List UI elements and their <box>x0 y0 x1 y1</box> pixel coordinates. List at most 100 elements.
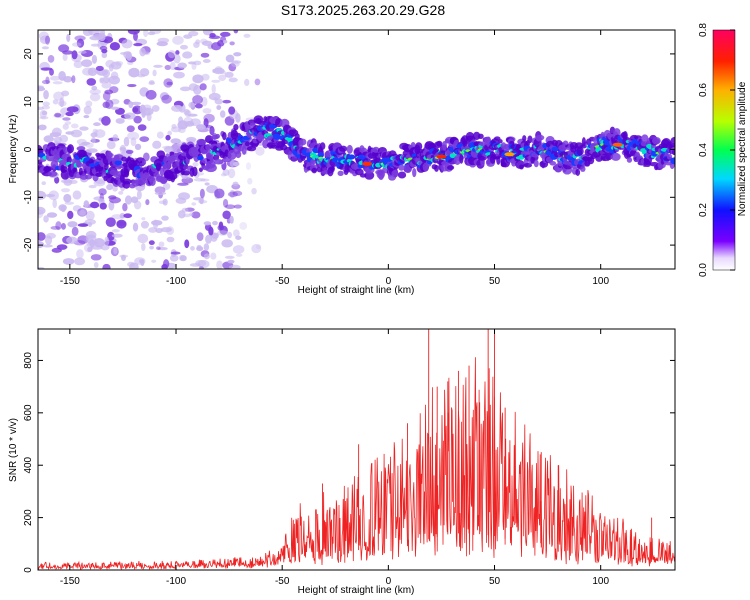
noise-speckle <box>161 94 172 104</box>
ridge-blob <box>235 150 242 159</box>
noise-speckle <box>93 122 101 127</box>
x-tick-label: 100 <box>592 276 609 287</box>
noise-speckle <box>224 255 235 259</box>
ridge-blob <box>496 155 501 165</box>
noise-speckle <box>208 92 221 101</box>
ridge-blob <box>121 156 127 162</box>
noise-speckle <box>85 100 93 108</box>
snr-x-ticks: -150 -100 -50 0 50 100 <box>60 329 609 587</box>
noise-speckle <box>211 232 219 239</box>
ridge-blob <box>670 136 675 145</box>
noise-speckle <box>235 235 242 240</box>
ridge-blob <box>613 128 621 137</box>
noise-speckle <box>42 244 53 248</box>
ridge-blob <box>493 136 501 141</box>
ridge-blob <box>66 156 73 164</box>
noise-speckle <box>232 161 240 167</box>
noise-speckle <box>110 106 120 110</box>
noise-speckle <box>149 30 162 35</box>
ridge-blob <box>522 135 527 142</box>
noise-speckle <box>191 211 201 219</box>
noise-speckle <box>38 106 45 111</box>
noise-speckle <box>255 146 265 156</box>
noise-speckle <box>38 206 46 215</box>
colorbar-tick-label: 0.6 <box>698 83 709 97</box>
noise-speckle <box>152 69 157 77</box>
noise-speckle <box>101 116 111 126</box>
ridge-blob <box>575 168 581 176</box>
noise-speckle <box>163 146 174 153</box>
noise-speckle <box>145 89 157 100</box>
noise-speckle <box>85 210 95 221</box>
noise-speckle <box>254 78 261 86</box>
ridge-blob <box>549 160 557 166</box>
noise-speckle <box>90 43 101 47</box>
noise-speckle <box>78 50 87 54</box>
noise-speckle <box>160 227 172 233</box>
noise-speckle <box>110 61 122 70</box>
noise-speckle <box>173 54 181 64</box>
noise-speckle <box>188 101 195 109</box>
noise-speckle <box>101 48 108 54</box>
noise-speckle <box>143 30 149 38</box>
noise-speckle <box>191 202 197 206</box>
noise-speckle <box>143 104 152 111</box>
noise-speckle <box>175 50 180 55</box>
noise-speckle <box>79 209 86 216</box>
ridge-blob <box>233 123 239 131</box>
noise-speckle <box>186 136 197 143</box>
noise-speckle <box>189 212 194 217</box>
ridge-blob <box>330 166 335 172</box>
y-tick-label: -10 <box>23 190 34 205</box>
noise-speckle <box>244 78 250 87</box>
noise-speckle <box>59 97 65 108</box>
y-tick-label: 0 <box>23 146 34 152</box>
noise-speckle <box>130 137 137 147</box>
noise-speckle <box>41 181 47 186</box>
noise-speckle <box>137 233 149 244</box>
noise-speckle <box>158 200 167 205</box>
noise-speckle <box>167 130 172 136</box>
noise-speckle <box>67 221 78 228</box>
noise-speckle <box>93 238 105 248</box>
noise-speckle <box>243 33 251 38</box>
noise-speckle <box>211 79 221 83</box>
ridge-hotspot <box>612 142 623 147</box>
noise-speckle <box>127 261 135 267</box>
noise-speckle <box>139 47 146 57</box>
y-tick-label: 20 <box>23 48 34 60</box>
noise-speckle <box>156 41 168 47</box>
x-tick-label: 0 <box>386 576 392 587</box>
noise-speckle <box>83 243 94 253</box>
noise-speckle <box>210 252 217 260</box>
ridge-blob <box>76 161 83 168</box>
noise-speckle <box>229 215 234 224</box>
noise-speckle <box>195 259 207 267</box>
colorbar-tick-label: 0.8 <box>698 23 709 37</box>
noise-speckle <box>218 221 224 230</box>
noise-speckle <box>47 54 55 63</box>
ridge-blob <box>436 140 443 147</box>
noise-speckle <box>97 198 105 203</box>
colorbar-label: Normalized spectral amplitude <box>737 81 748 216</box>
ridge-blob <box>142 159 147 166</box>
snr-x-label: Height of straight line (km) <box>298 585 415 596</box>
noise-speckle <box>193 84 202 95</box>
noise-speckle <box>222 169 230 176</box>
x-tick-label: -100 <box>166 276 186 287</box>
noise-speckle <box>90 254 102 261</box>
noise-speckle <box>132 222 139 232</box>
noise-speckle <box>104 236 110 246</box>
noise-speckle <box>178 254 184 261</box>
noise-speckle <box>94 129 106 138</box>
noise-speckle <box>219 110 226 118</box>
noise-speckle <box>38 209 44 219</box>
ridge-blob <box>168 155 179 161</box>
x-tick-label: 0 <box>386 276 392 287</box>
noise-speckle <box>83 114 90 119</box>
noise-speckle <box>79 126 89 131</box>
noise-speckle <box>107 231 115 241</box>
noise-speckle <box>201 73 210 81</box>
noise-speckle <box>245 162 252 170</box>
noise-speckle <box>58 44 70 53</box>
